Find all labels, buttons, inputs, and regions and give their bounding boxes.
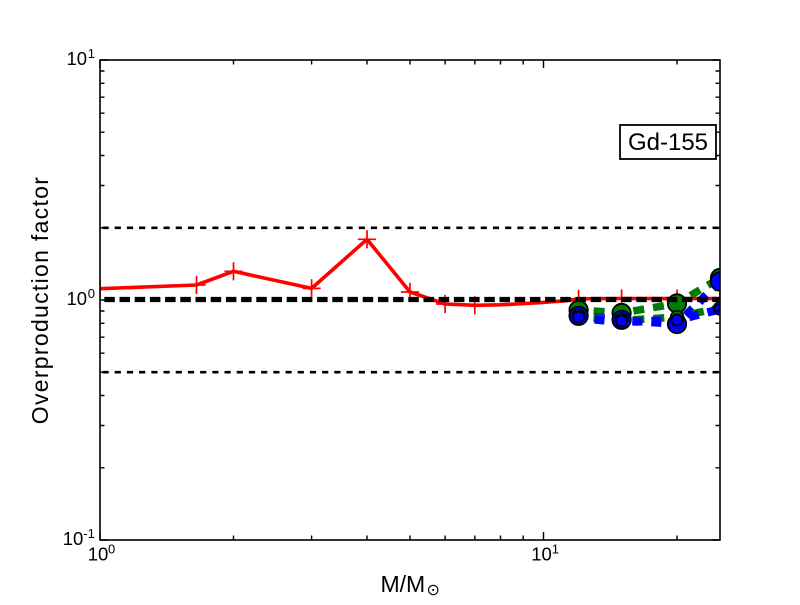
svg-text:Gd-155: Gd-155: [628, 129, 708, 156]
svg-text:-1: -1: [83, 526, 95, 541]
svg-text:10: 10: [63, 528, 84, 549]
svg-text:Overproduction factor: Overproduction factor: [27, 176, 53, 424]
svg-text:⊙: ⊙: [427, 582, 440, 599]
svg-text:M/M: M/M: [381, 571, 426, 597]
svg-text:10: 10: [531, 544, 552, 565]
svg-text:10: 10: [67, 48, 88, 69]
svg-text:0: 0: [108, 542, 115, 557]
svg-text:1: 1: [88, 46, 95, 61]
svg-text:10: 10: [88, 544, 109, 565]
svg-text:0: 0: [88, 286, 95, 301]
svg-text:1: 1: [552, 542, 559, 557]
svg-text:10: 10: [67, 288, 88, 309]
